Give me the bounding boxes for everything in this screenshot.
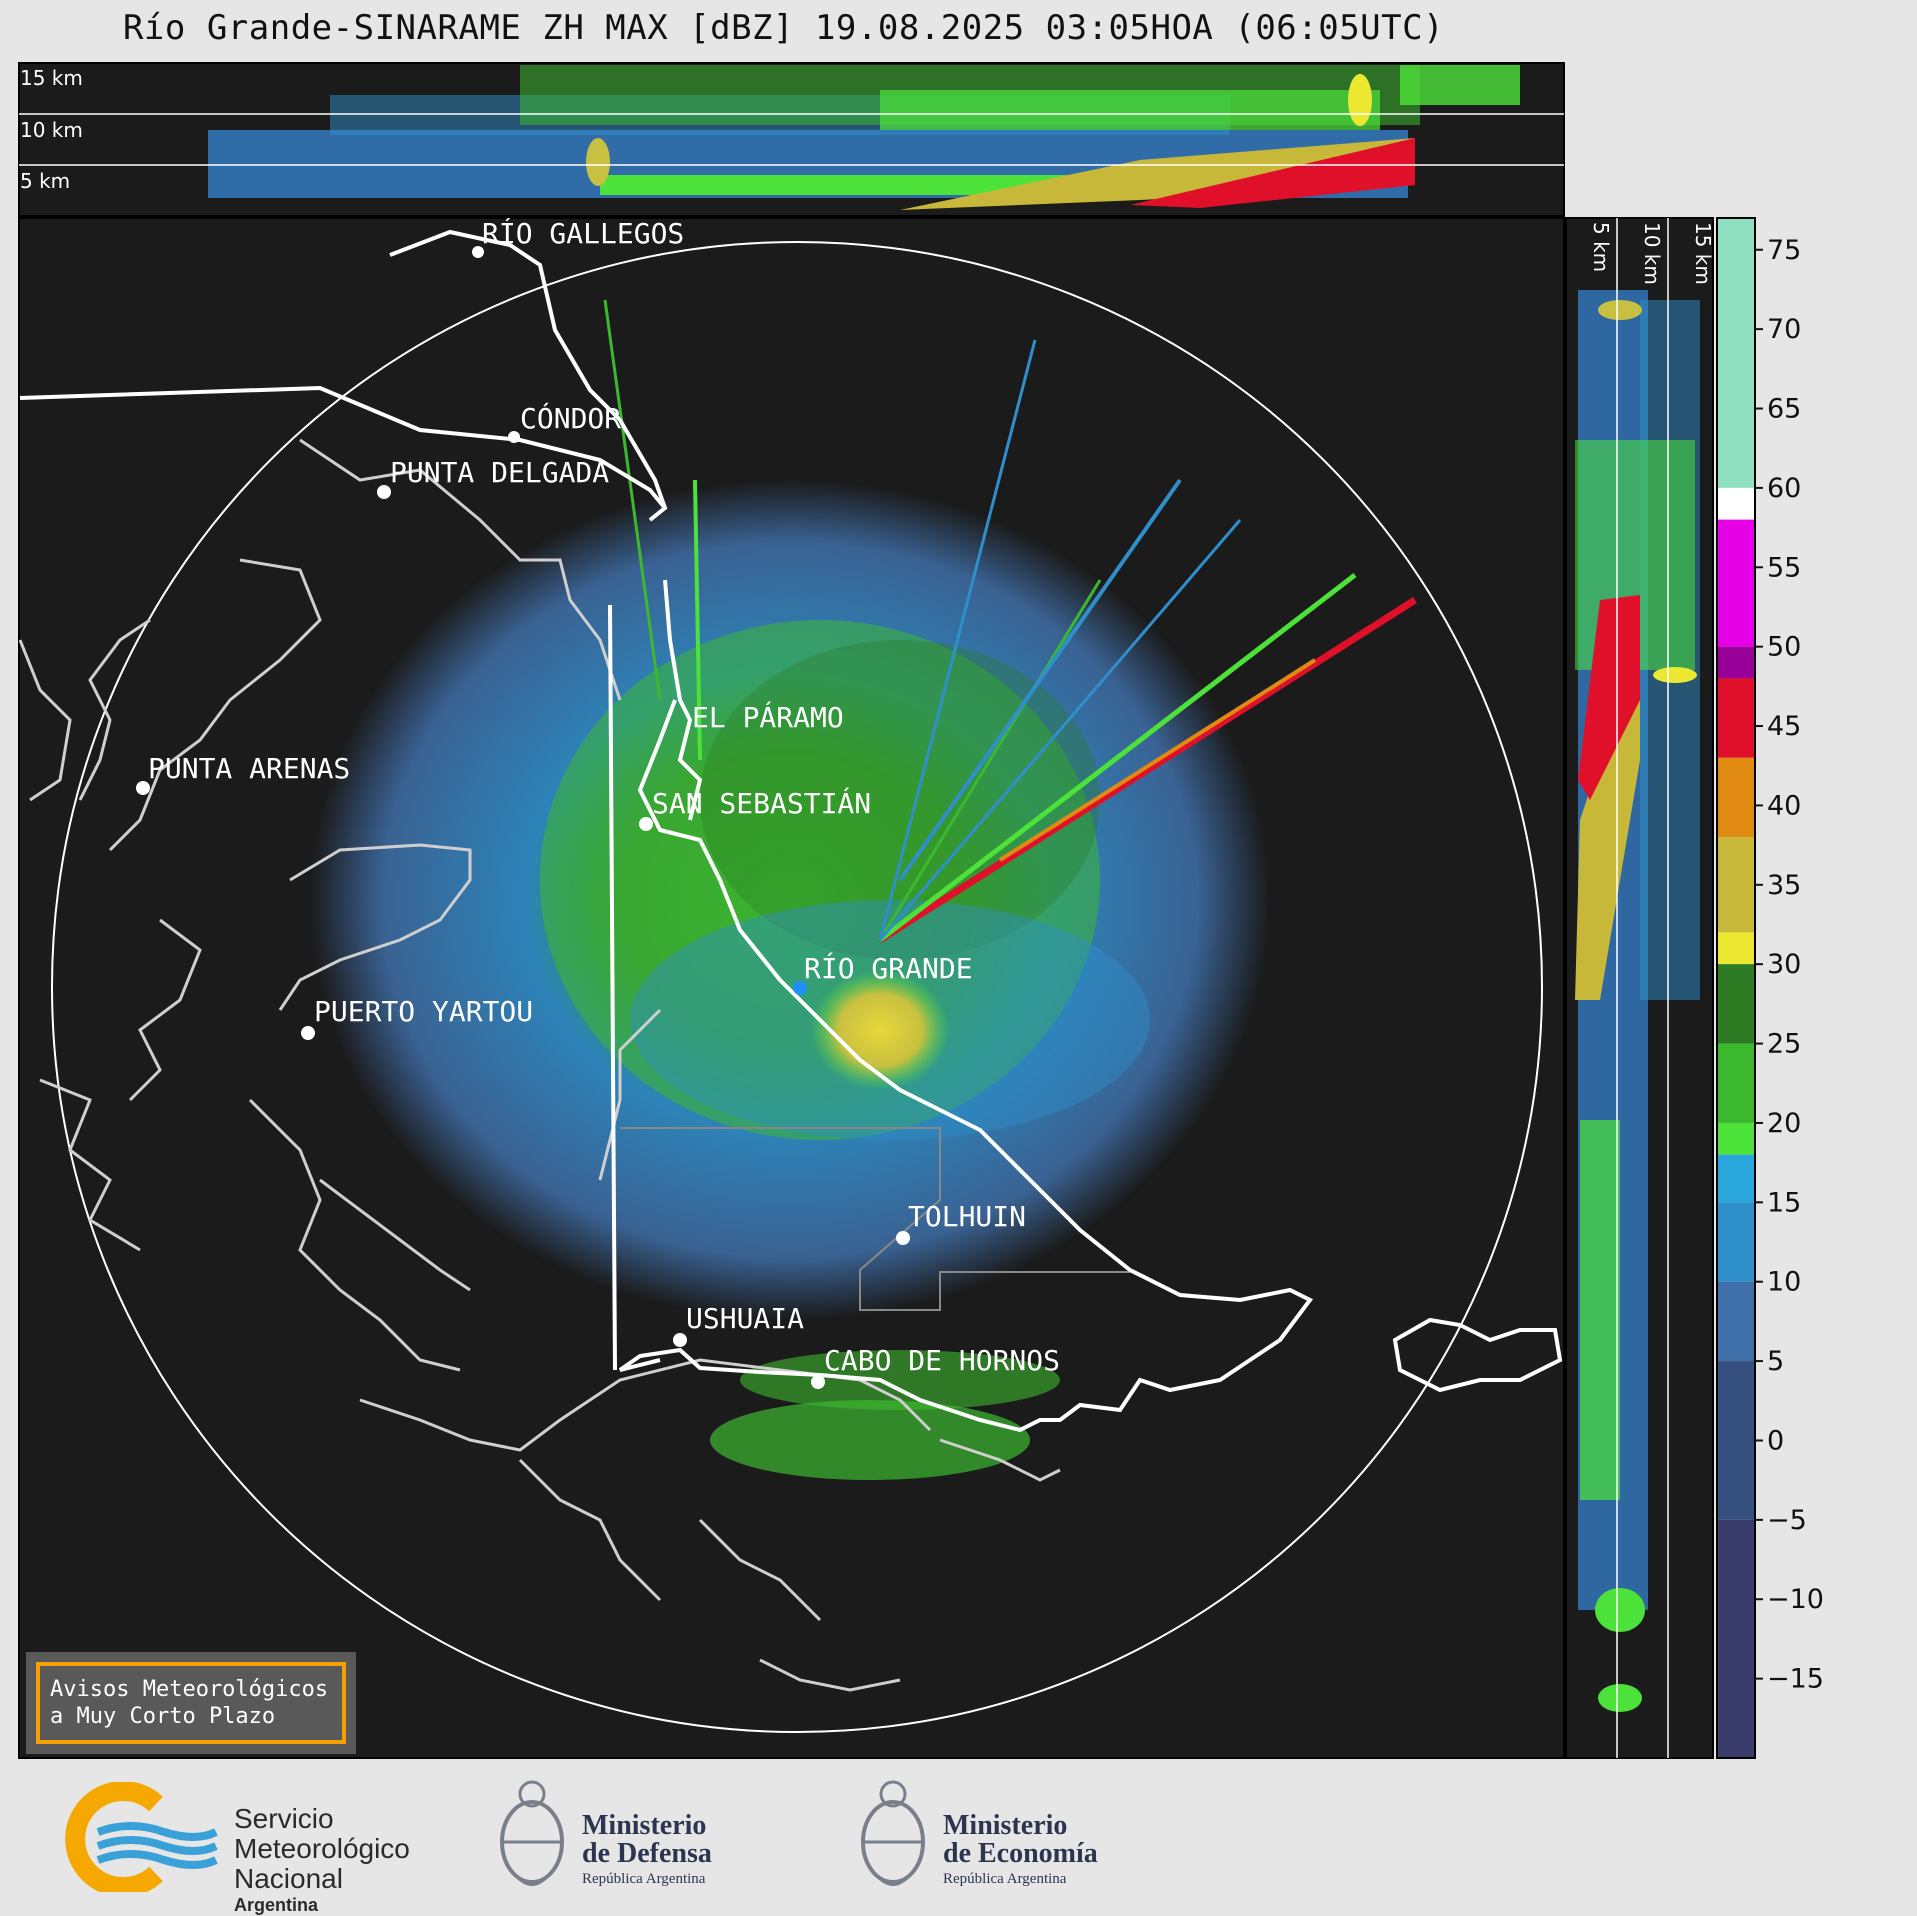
top-height-label-10: 10 km <box>20 118 83 142</box>
city-label-el-paramo: EL PÁRAMO <box>692 700 844 734</box>
colorbar-tick-label: 0 <box>1767 1425 1784 1456</box>
radar-map: RÍO GALLEGOS CÓNDOR PUNTA DELGADA EL PÁR… <box>18 216 1565 1759</box>
economia-line-1: Ministerio <box>943 1810 1068 1841</box>
colorbar-tick-label: 20 <box>1767 1108 1801 1139</box>
defensa-line-2: de Defensa <box>582 1838 712 1869</box>
smn-line-3: Nacional <box>234 1863 343 1894</box>
colorbar-band <box>1717 1519 1755 1758</box>
colorbar-tick-label: 70 <box>1767 314 1801 345</box>
city-label-punta-delgada: PUNTA DELGADA <box>390 456 609 489</box>
colorbar-tick-label: −10 <box>1767 1584 1824 1615</box>
colorbar-band <box>1717 1281 1755 1362</box>
colorbar-tick-label: 45 <box>1767 711 1801 742</box>
smn-line-4: Argentina <box>234 1895 319 1915</box>
top-cross-section: 15 km 10 km 5 km <box>18 62 1565 217</box>
city-label-tolhuin: TOLHUIN <box>908 1200 1026 1233</box>
colorbar-tick-label: 55 <box>1767 552 1801 583</box>
smn-line-1: Servicio <box>234 1803 334 1834</box>
colorbar-tick-label: 35 <box>1767 870 1801 901</box>
city-label-puerto-yartou: PUERTO YARTOU <box>314 995 533 1028</box>
colorbar-tick-label: 60 <box>1767 473 1801 504</box>
coastlines <box>19 438 1061 1692</box>
city-label-san-sebastian: SAN SEBASTIÁN <box>652 786 871 820</box>
coat-of-arms-icon <box>500 1780 564 1886</box>
defensa-line-1: Ministerio <box>582 1810 707 1841</box>
colorbar-band <box>1717 757 1755 838</box>
defensa-logo: Ministerio de Defensa República Argentin… <box>492 1772 792 1902</box>
side-cross-section: 5 km 10 km 15 km <box>1565 217 1715 1759</box>
side-height-label-5: 5 km <box>1589 222 1613 272</box>
colorbar-tick-label: 15 <box>1767 1187 1801 1218</box>
smn-line-2: Meteorológico <box>234 1833 410 1864</box>
colorbar-tick-label: 50 <box>1767 632 1801 663</box>
colorbar-tick-label: 5 <box>1767 1346 1784 1377</box>
colorbar-tick-label: 65 <box>1767 394 1801 425</box>
top-height-label-15: 15 km <box>20 66 83 90</box>
colorbar-band <box>1717 678 1755 758</box>
colorbar-tick-label: 25 <box>1767 1029 1801 1060</box>
colorbar-band <box>1717 1154 1755 1203</box>
colorbar-band <box>1717 932 1755 965</box>
colorbar-band <box>1717 964 1755 1044</box>
city-label-punta-arenas: PUNTA ARENAS <box>148 752 350 785</box>
map-title: Río Grande-SINARAME ZH MAX [dBZ] 19.08.2… <box>122 8 1445 48</box>
coat-of-arms-icon <box>861 1780 925 1886</box>
colorbar-band <box>1717 1043 1755 1123</box>
aviso-line-2: a Muy Corto Plazo <box>50 1704 276 1729</box>
colorbar-tick-label: 40 <box>1767 790 1801 821</box>
colorbar-tick-label: −5 <box>1767 1505 1807 1536</box>
colorbar-band <box>1717 1122 1755 1155</box>
reflectivity-core <box>810 970 950 1090</box>
colorbar-band <box>1717 646 1755 679</box>
city-label-cabo-de-hornos: CABO DE HORNOS <box>824 1344 1060 1377</box>
colorbar-tick-label: 75 <box>1767 235 1801 266</box>
colorbar-frame <box>1716 217 1756 1759</box>
city-label-ushuaia: USHUAIA <box>686 1302 804 1335</box>
colorbar-band <box>1717 1361 1755 1520</box>
radar-figure: 15 km 10 km 5 km <box>18 62 1824 1759</box>
top-height-label-5: 5 km <box>20 169 70 193</box>
smn-logo-icon <box>65 1781 218 1897</box>
borders <box>19 229 1563 1433</box>
colorbar-tick-label: 10 <box>1767 1267 1801 1298</box>
range-ring <box>51 241 1543 1733</box>
aviso-box: Avisos Meteorológicos a Muy Corto Plazo <box>26 1652 356 1754</box>
city-label-condor: CÓNDOR <box>520 401 621 435</box>
footer: Servicio Meteorológico Nacional Argentin… <box>0 1762 1917 1915</box>
colorbar-tick-label: −15 <box>1767 1664 1824 1695</box>
colorbar-band <box>1717 218 1755 488</box>
side-height-label-15: 15 km <box>1691 222 1715 285</box>
colorbar-band <box>1717 837 1755 933</box>
economia-logo: Ministerio de Economía República Argenti… <box>853 1772 1153 1902</box>
colorbar-band <box>1717 519 1755 647</box>
smn-logo: Servicio Meteorológico Nacional Argentin… <box>56 1781 410 1915</box>
aviso-line-1: Avisos Meteorológicos <box>50 1677 329 1702</box>
city-markers <box>136 246 910 1389</box>
colorbar-tick-label: 30 <box>1767 949 1801 980</box>
economia-line-3: República Argentina <box>943 1871 1067 1887</box>
colorbar-band <box>1717 487 1755 520</box>
economia-line-2: de Economía <box>943 1838 1098 1869</box>
colorbar-band <box>1717 1202 1755 1282</box>
defensa-line-3: República Argentina <box>582 1871 706 1887</box>
side-height-label-10: 10 km <box>1640 222 1664 285</box>
city-label-rio-gallegos: RÍO GALLEGOS <box>482 216 684 250</box>
city-label-rio-grande: RÍO GRANDE <box>804 951 973 985</box>
